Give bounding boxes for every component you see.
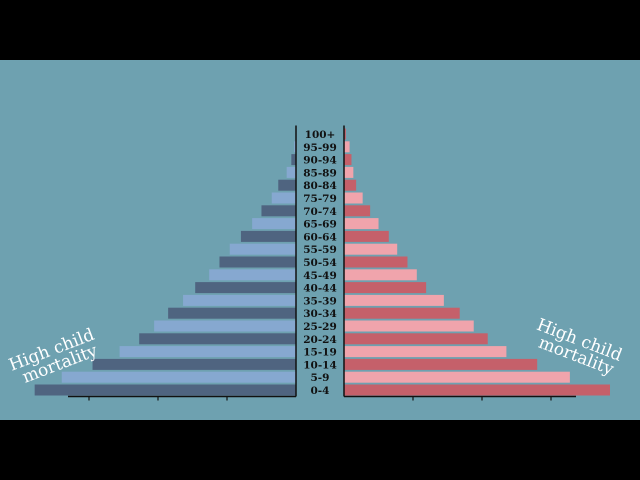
axes — [68, 125, 576, 401]
bar-right-55-59 — [344, 243, 398, 255]
age-label-90-94: 90-94 — [303, 155, 337, 167]
left-bars — [34, 128, 297, 396]
bar-right-45-49 — [344, 269, 417, 281]
age-label-55-59: 55-59 — [303, 244, 337, 256]
age-label-30-34: 30-34 — [303, 308, 337, 320]
age-label-0-4: 0-4 — [311, 385, 330, 397]
bar-right-25-29 — [344, 320, 474, 332]
age-label-35-39: 35-39 — [303, 295, 337, 307]
bar-right-80-84 — [344, 179, 357, 191]
bar-right-35-39 — [344, 294, 444, 306]
bar-left-60-64 — [240, 230, 296, 242]
age-label-80-84: 80-84 — [303, 180, 337, 192]
bar-right-15-19 — [344, 346, 507, 358]
bar-left-35-39 — [183, 294, 296, 306]
bar-right-50-54 — [344, 256, 408, 268]
age-label-60-64: 60-64 — [303, 231, 337, 243]
age-label-70-74: 70-74 — [303, 206, 337, 218]
bar-right-85-89 — [344, 166, 354, 178]
bar-right-60-64 — [344, 230, 389, 242]
bar-right-90-94 — [344, 154, 352, 166]
bar-left-50-54 — [219, 256, 296, 268]
bar-right-30-34 — [344, 307, 460, 319]
bar-right-10-14 — [344, 358, 538, 370]
bar-left-95-99 — [294, 141, 296, 153]
age-label-100+: 100+ — [305, 129, 336, 141]
bar-right-100+ — [344, 128, 346, 140]
age-label-25-29: 25-29 — [303, 321, 337, 333]
age-label-65-69: 65-69 — [303, 219, 337, 231]
population-pyramid-chart: 0-45-910-1415-1920-2425-2930-3435-3940-4… — [6, 125, 625, 401]
bar-left-90-94 — [291, 154, 296, 166]
age-label-20-24: 20-24 — [303, 334, 337, 346]
bar-left-20-24 — [139, 333, 296, 345]
bar-left-15-19 — [119, 346, 296, 358]
bar-right-70-74 — [344, 205, 371, 217]
age-label-10-14: 10-14 — [303, 359, 337, 371]
bar-right-0-4 — [344, 384, 610, 396]
bar-left-25-29 — [154, 320, 296, 332]
bar-left-75-79 — [271, 192, 296, 204]
bar-right-95-99 — [344, 141, 350, 153]
bar-left-10-14 — [92, 358, 297, 370]
age-label-95-99: 95-99 — [303, 142, 337, 154]
bar-left-55-59 — [229, 243, 296, 255]
age-label-5-9: 5-9 — [311, 372, 330, 384]
bar-right-75-79 — [344, 192, 363, 204]
age-label-15-19: 15-19 — [303, 347, 337, 359]
bar-left-0-4 — [34, 384, 297, 396]
age-label-75-79: 75-79 — [303, 193, 337, 205]
age-label-50-54: 50-54 — [303, 257, 337, 269]
bar-left-45-49 — [209, 269, 296, 281]
bar-left-85-89 — [286, 166, 296, 178]
bar-right-20-24 — [344, 333, 488, 345]
bar-left-80-84 — [278, 179, 296, 191]
right-bars — [344, 128, 610, 396]
bar-right-65-69 — [344, 218, 379, 230]
age-label-45-49: 45-49 — [303, 270, 337, 282]
bar-right-40-44 — [344, 282, 427, 294]
bar-left-40-44 — [195, 282, 296, 294]
bar-right-5-9 — [344, 371, 570, 383]
bar-left-70-74 — [261, 205, 296, 217]
bar-left-5-9 — [61, 371, 296, 383]
chart-area: 0-4 5-9 10-14 15-19 20-24 25-29 30-34 35-39 40-4… — [0, 60, 640, 420]
age-label-85-89: 85-89 — [303, 167, 337, 179]
bar-left-65-69 — [252, 218, 296, 230]
age-labels: 0-45-910-1415-1920-2425-2930-3435-3940-4… — [303, 129, 337, 397]
age-label-40-44: 40-44 — [303, 283, 337, 295]
bar-left-30-34 — [168, 307, 296, 319]
